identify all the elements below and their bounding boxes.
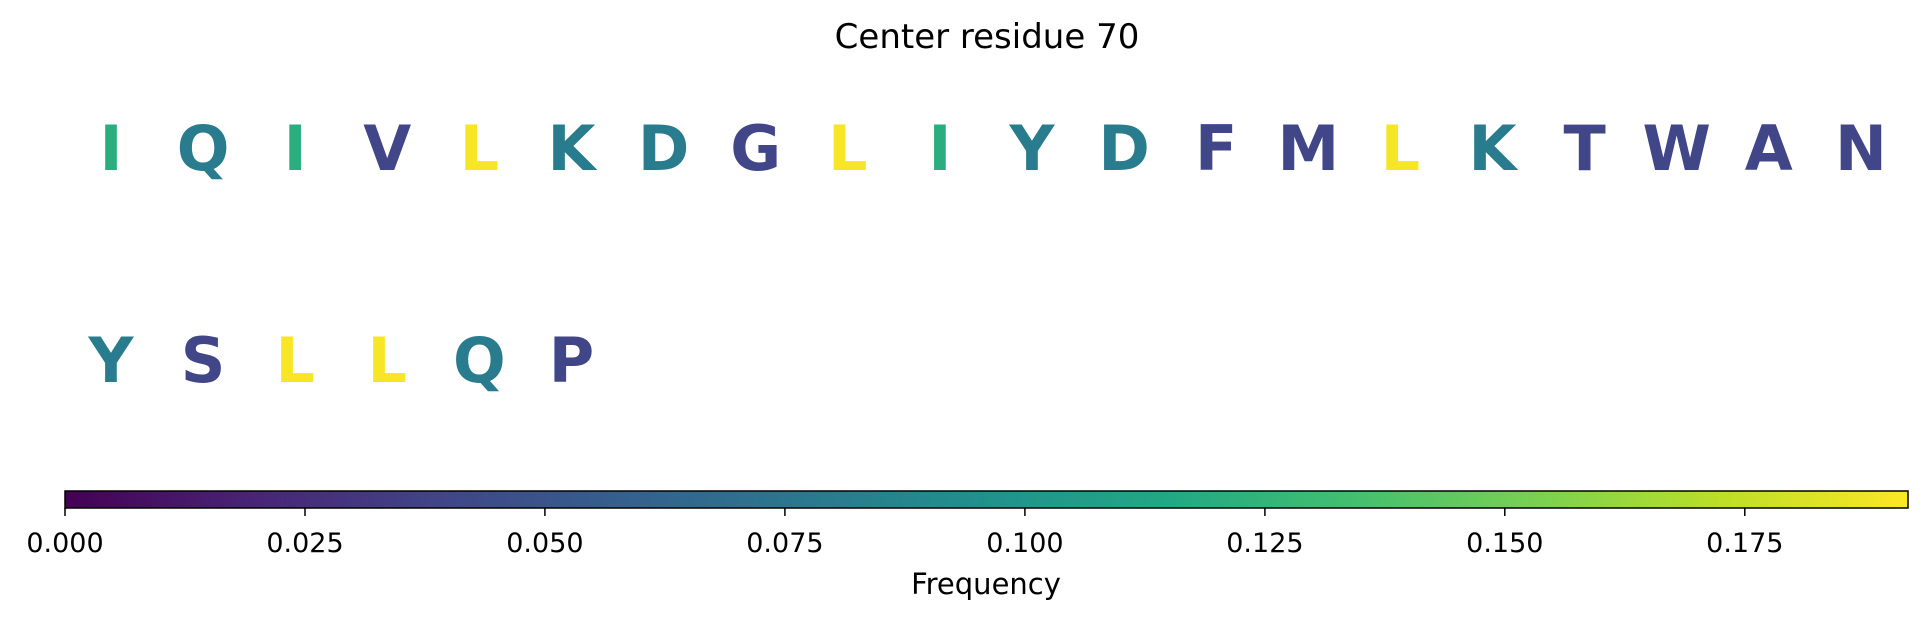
residue-letter: F [1195,112,1237,185]
residue-letter: L [275,324,315,397]
colorbar-tick-label: 0.000 [26,528,103,559]
residue-letter: D [1098,112,1149,185]
residue-letter: I [284,112,307,185]
residue-letter: Y [88,324,135,397]
residue-letter: K [547,112,597,185]
colorbar-tick-label: 0.025 [266,528,343,559]
colorbar-ticks: 0.000 0.025 0.050 0.075 0.100 0.125 0.150 0.175 [26,508,1783,559]
residue-letter: A [1745,112,1793,185]
residue-letter: M [1277,112,1339,185]
residue-letter: K [1468,112,1518,185]
colorbar-tick-label: 0.050 [506,528,583,559]
residue-letter: P [549,324,594,397]
residue-letter: W [1643,112,1711,185]
residue-letter: I [928,112,951,185]
residue-letter: V [363,112,411,185]
chart-title: Center residue 70 [835,17,1140,57]
colorbar-tick-label: 0.150 [1466,528,1543,559]
colorbar-tick-label: 0.175 [1706,528,1783,559]
residue-letter: G [730,112,781,185]
residue-letter: Q [177,112,230,185]
residue-letter: S [181,324,226,397]
residue-letter: D [638,112,689,185]
residue-letter: L [460,112,500,185]
residue-letter: L [828,112,868,185]
residue-letter: L [1381,112,1421,185]
colorbar-tick-label: 0.125 [1226,528,1303,559]
residue-letter: T [1563,112,1605,185]
residue-letter: N [1835,112,1887,185]
colorbar-label: Frequency [911,567,1061,601]
residue-letter: Y [1009,112,1056,185]
colorbar-tick-label: 0.075 [746,528,823,559]
colorbar-tick-label: 0.100 [986,528,1063,559]
residue-letter: Q [453,324,506,397]
residue-letter: L [368,324,408,397]
colorbar: 0.000 0.025 0.050 0.075 0.100 0.125 0.150 0.175… [26,490,1909,601]
logo-letters: I Q I V L K D G L I Y D F M L K T W A NY S L L Q P [88,112,1887,397]
residue-letter: I [99,112,122,185]
colorbar-gradient [64,490,1909,509]
